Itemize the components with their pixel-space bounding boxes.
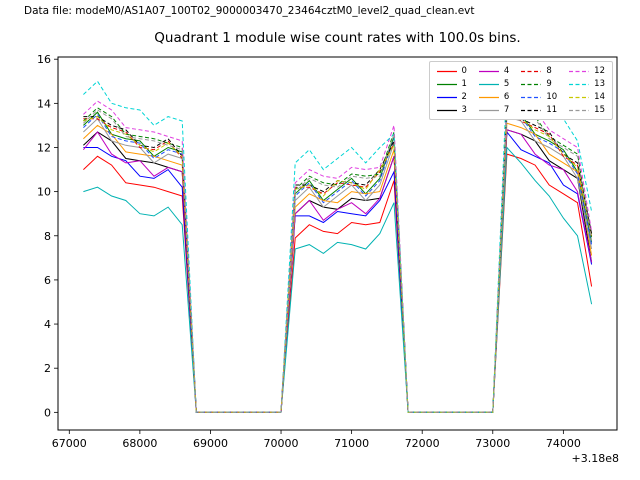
legend-item-11: 11 <box>521 104 557 116</box>
x-tick-label: 69000 <box>193 437 228 450</box>
legend-item-3: 3 <box>436 104 467 116</box>
axes-frame <box>57 56 618 431</box>
series-line-5 <box>83 146 593 413</box>
legend-label: 2 <box>461 92 467 102</box>
legend-label: 5 <box>503 79 510 89</box>
x-tick-label: 70000 <box>264 437 299 450</box>
series-line-14 <box>83 104 593 413</box>
legend-item-10: 10 <box>521 91 557 103</box>
legend-item-4: 4 <box>478 65 510 77</box>
y-tick-label: 14 <box>37 97 51 110</box>
legend-line-sample <box>436 96 457 98</box>
y-tick-label: 16 <box>37 53 51 66</box>
legend-item-14: 14 <box>569 91 605 103</box>
legend-label: 10 <box>546 92 558 102</box>
chart-title: Quadrant 1 module wise count rates with … <box>154 30 521 46</box>
legend-label: 11 <box>546 105 558 115</box>
legend-label: 13 <box>594 79 605 89</box>
series-line-0 <box>83 153 593 413</box>
legend-line-sample <box>478 83 499 85</box>
legend-label: 1 <box>461 79 467 89</box>
x-tick-label: 73000 <box>475 437 510 450</box>
y-tick-label: 8 <box>44 230 51 243</box>
series-line-2 <box>83 130 593 413</box>
series-line-15 <box>83 107 593 413</box>
legend-line-sample <box>521 96 542 98</box>
legend-label: 6 <box>503 92 510 102</box>
y-tick-label: 0 <box>44 406 51 419</box>
legend-item-7: 7 <box>478 104 510 116</box>
legend-line-sample <box>436 109 457 111</box>
legend-line-sample <box>569 70 590 72</box>
series-line-11 <box>83 99 593 413</box>
series-line-8 <box>83 101 593 413</box>
legend-label: 3 <box>461 105 467 115</box>
series-line-13 <box>83 78 593 413</box>
legend-item-9: 9 <box>521 78 557 90</box>
legend-label: 4 <box>503 66 510 76</box>
series-line-9 <box>83 104 593 413</box>
series-line-6 <box>83 122 593 413</box>
series-line-1 <box>83 109 593 413</box>
legend-item-8: 8 <box>521 65 557 77</box>
x-tick-label: 74000 <box>546 437 581 450</box>
x-tick-label: 72000 <box>405 437 440 450</box>
y-tick-label: 4 <box>44 318 51 331</box>
y-tick-label: 6 <box>44 274 51 287</box>
legend-line-sample <box>521 109 542 111</box>
series-line-7 <box>83 115 593 413</box>
legend-item-5: 5 <box>478 78 510 90</box>
legend-label: 7 <box>503 105 510 115</box>
legend-item-13: 13 <box>569 78 605 90</box>
x-tick-label: 68000 <box>122 437 157 450</box>
legend-label: 9 <box>546 79 552 89</box>
legend-line-sample <box>436 70 457 72</box>
legend-item-12: 12 <box>569 65 605 77</box>
x-tick-label: 67000 <box>52 437 87 450</box>
legend-label: 0 <box>461 66 467 76</box>
legend-label: 12 <box>594 66 605 76</box>
legend-item-15: 15 <box>569 104 605 116</box>
legend-line-sample <box>569 109 590 111</box>
legend-line-sample <box>478 70 499 72</box>
legend-label: 8 <box>546 66 552 76</box>
legend-item-0: 0 <box>436 65 467 77</box>
series-line-4 <box>83 129 593 413</box>
legend-label: 15 <box>594 105 605 115</box>
legend-line-sample <box>521 83 542 85</box>
legend-label: 14 <box>594 92 605 102</box>
x-tick-label: 71000 <box>334 437 369 450</box>
legend-line-sample <box>478 96 499 98</box>
legend-line-sample <box>436 83 457 85</box>
legend-item-6: 6 <box>478 91 510 103</box>
legend: 0 1 2 3 4 5 6 7 8 9 10 11 12 13 14 15 <box>428 61 613 120</box>
legend-item-1: 1 <box>436 78 467 90</box>
data-file-label: Data file: modeM0/AS1A07_100T02_90000034… <box>24 5 475 17</box>
legend-item-2: 2 <box>436 91 467 103</box>
legend-line-sample <box>569 83 590 85</box>
y-tick-label: 10 <box>37 186 51 199</box>
x-axis-offset-label: +3.18e8 <box>571 452 619 465</box>
legend-line-sample <box>521 70 542 72</box>
y-tick-label: 12 <box>37 141 51 154</box>
y-tick-label: 2 <box>44 362 51 375</box>
legend-line-sample <box>478 109 499 111</box>
legend-line-sample <box>569 96 590 98</box>
